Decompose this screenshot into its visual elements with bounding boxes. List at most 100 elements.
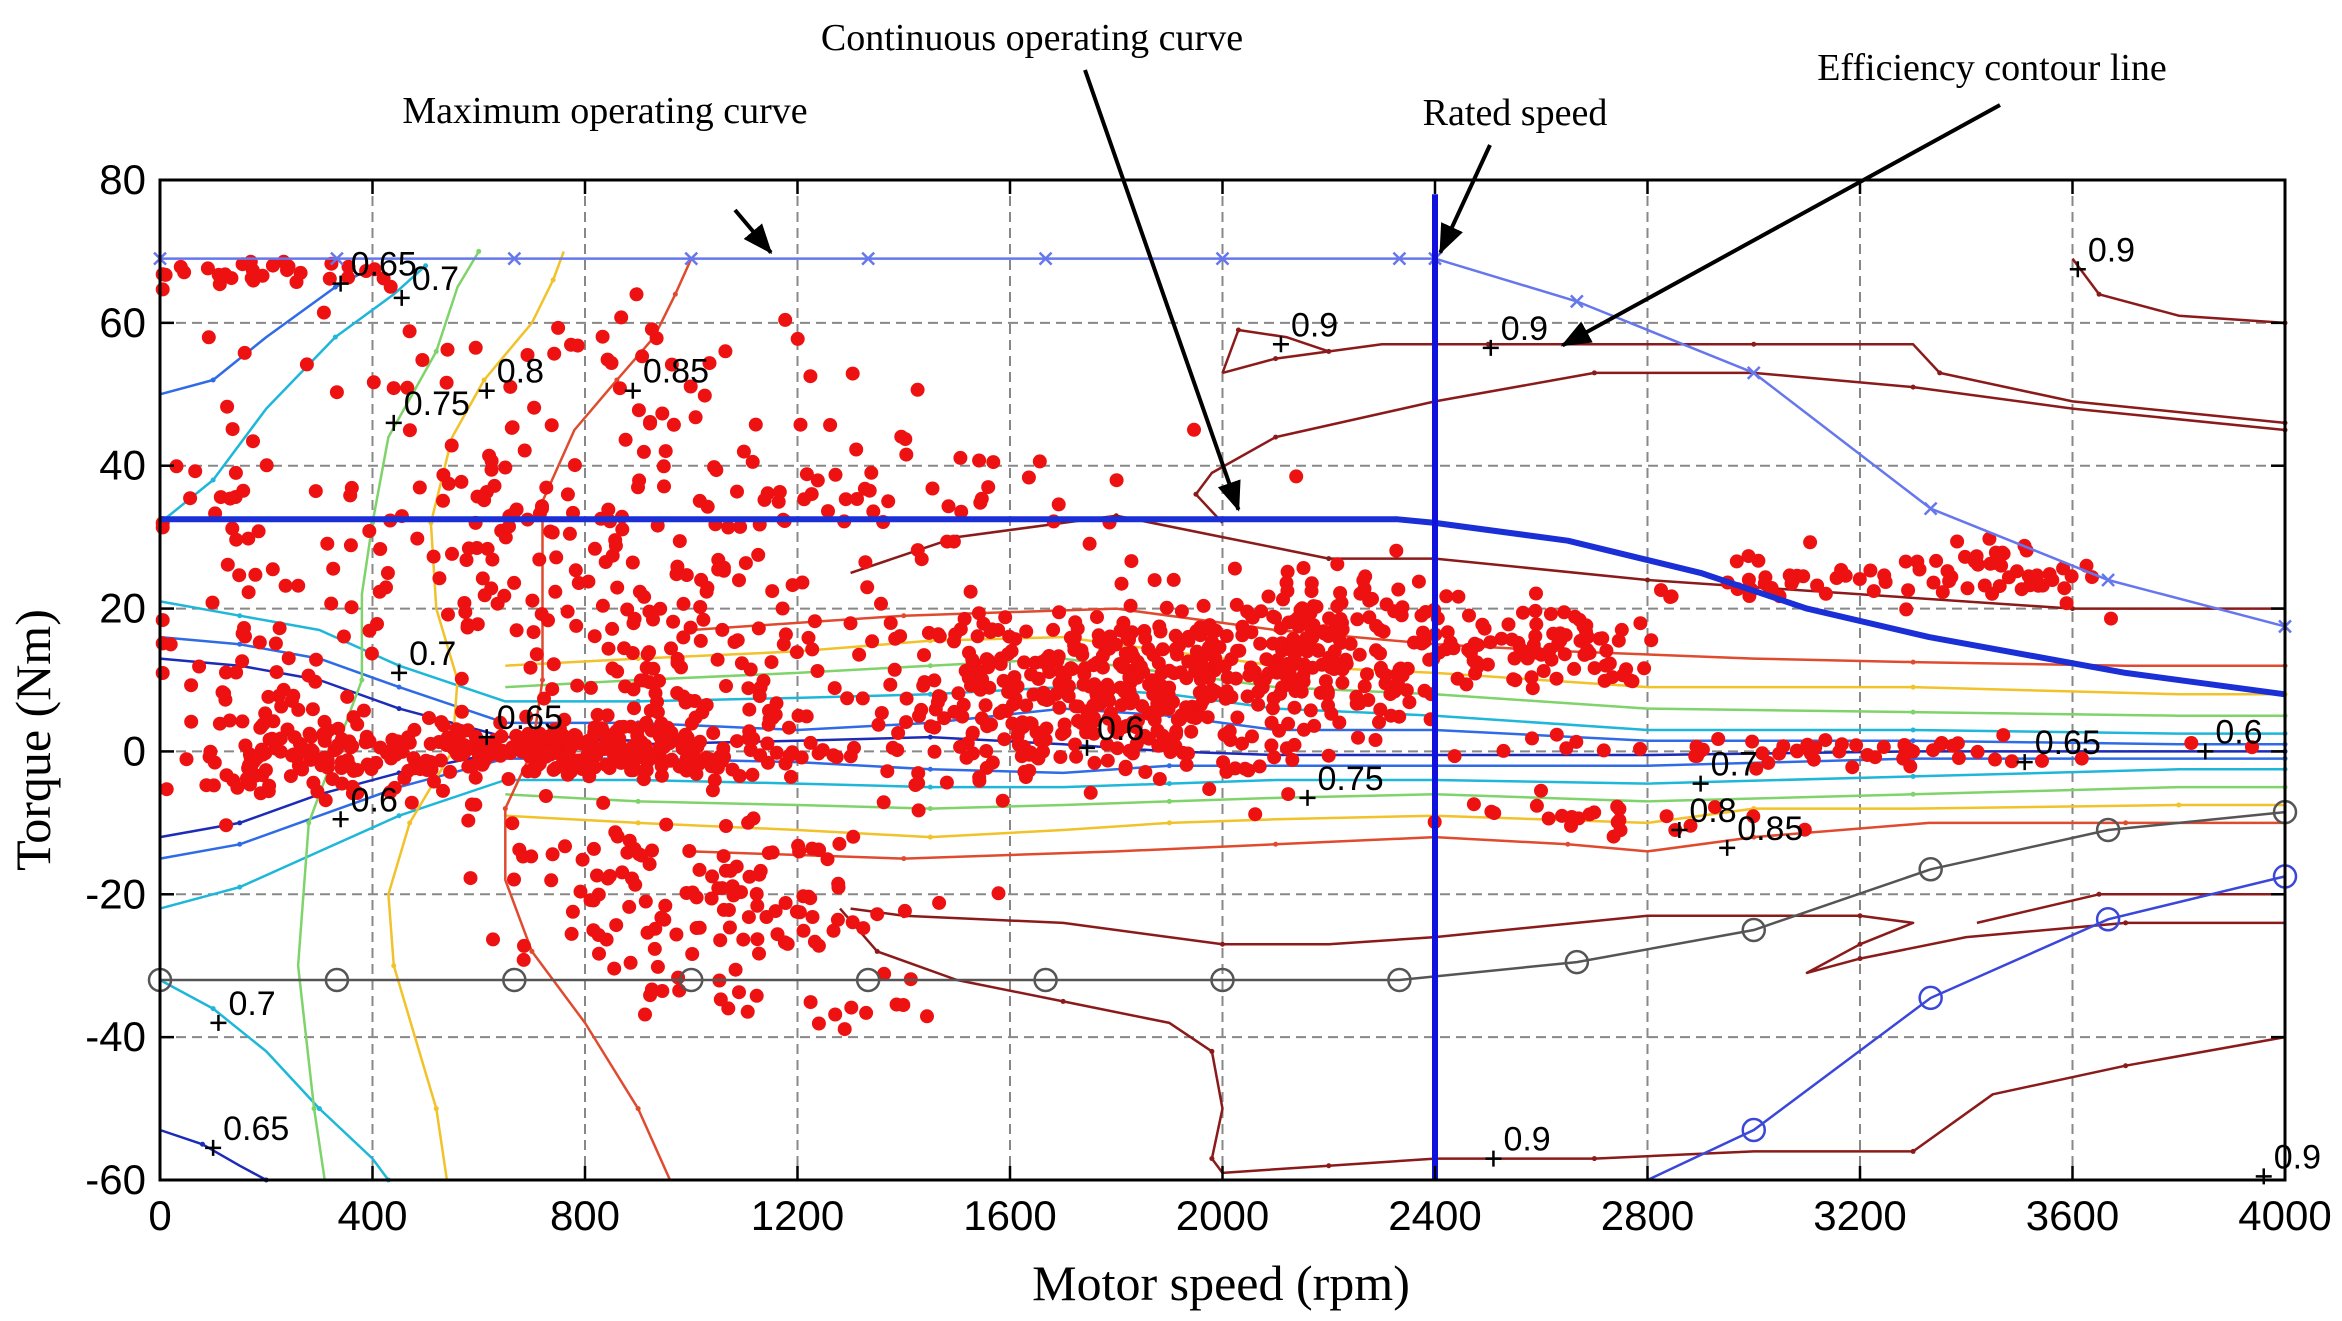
operating-point [1990,551,2005,566]
operating-point [669,927,684,942]
operating-point [1030,750,1044,765]
contour-vertex [391,963,397,969]
contour-vertex [1751,341,1757,347]
operating-point [865,634,880,649]
operating-point [1279,741,1294,756]
operating-point [286,688,301,703]
operating-point [1580,643,1595,657]
operating-point [616,719,631,734]
operating-point [732,985,746,1000]
annotation-efficiency-label: Efficiency contour line [1817,47,2167,89]
operating-point [1803,535,1818,550]
operating-point [678,727,693,742]
operating-point [228,465,243,480]
generating-max-marker [1741,1117,1766,1143]
operating-point [509,623,524,638]
operating-point [1267,750,1282,765]
contour-label: 0.6 [351,781,398,819]
operating-point [607,961,622,976]
operating-point [785,578,800,593]
operating-point [713,933,728,948]
operating-point [562,526,577,541]
operating-point [575,852,590,867]
operating-point [2042,567,2057,582]
operating-point [866,504,881,519]
operating-point [610,580,625,595]
contour-vertex [1910,791,1916,797]
operating-point [1790,744,1805,759]
generating-curve-marker [1918,857,1943,882]
generating-maximum-curve [1646,875,2286,1182]
operating-point [693,600,708,614]
operating-point [931,627,946,642]
contour-vertex [927,834,933,840]
operating-point [1960,581,1975,596]
operating-point [998,610,1013,625]
operating-point [1343,636,1358,651]
operating-point [638,738,653,753]
operating-point [768,707,783,722]
operating-point [1138,631,1153,646]
efficiency-contour-0_9 [1222,343,2286,425]
operating-point [601,641,616,656]
operating-point [1087,755,1102,770]
operating-point [1179,671,1194,686]
operating-point [587,629,602,644]
operating-point [654,768,669,783]
operating-point [1014,749,1029,764]
annotation-maximum-label: Maximum operating curve [402,90,807,132]
operating-point [778,896,793,910]
operating-point [693,734,707,749]
operating-point [803,995,818,1010]
contour-label: 0.7 [412,260,459,298]
contour-label: 0.65 [351,246,417,284]
efficiency-contour-0_9 [1221,328,1330,374]
operating-point [805,642,820,657]
operating-point [676,596,691,611]
operating-point [1569,734,1584,749]
operating-point [656,459,671,474]
contour-label-marker [1482,339,1499,356]
operating-point [1866,584,1881,599]
y-tick-label: 20 [99,585,146,632]
operating-point [740,1004,755,1019]
operating-point [304,729,319,744]
contour-vertex [359,677,365,683]
maximum-curve-marker [507,251,522,266]
operating-point [1196,598,1211,613]
operating-point [881,494,896,509]
operating-point [331,738,345,753]
contour-vertex [927,734,933,740]
contour-vertex [1937,370,1943,376]
operating-point [961,671,976,686]
operating-point [1189,644,1204,659]
operating-point [1248,807,1263,822]
operating-point [159,782,174,797]
operating-point [625,871,639,886]
operating-point [1272,637,1287,652]
operating-point [587,541,602,556]
operating-point [1001,684,1016,699]
operating-point [1462,608,1476,623]
operating-point [265,258,280,273]
operating-point [235,654,250,669]
operating-point [2004,754,2019,769]
operating-point [761,717,776,732]
operating-point [320,536,335,551]
operating-point [1447,749,1462,764]
operating-point [1352,647,1367,662]
operating-point [694,572,709,587]
operating-point [1520,651,1535,666]
operating-point [155,282,170,297]
operating-point [796,889,811,904]
operating-point [930,695,945,710]
operating-point [688,410,703,425]
operating-point [749,887,764,901]
operating-point [262,778,277,793]
operating-point [439,375,454,390]
contour-label: 0.75 [1318,760,1384,798]
operating-point [570,338,585,353]
operating-point [587,739,602,754]
operating-point [480,541,495,556]
operating-point [1133,659,1148,674]
